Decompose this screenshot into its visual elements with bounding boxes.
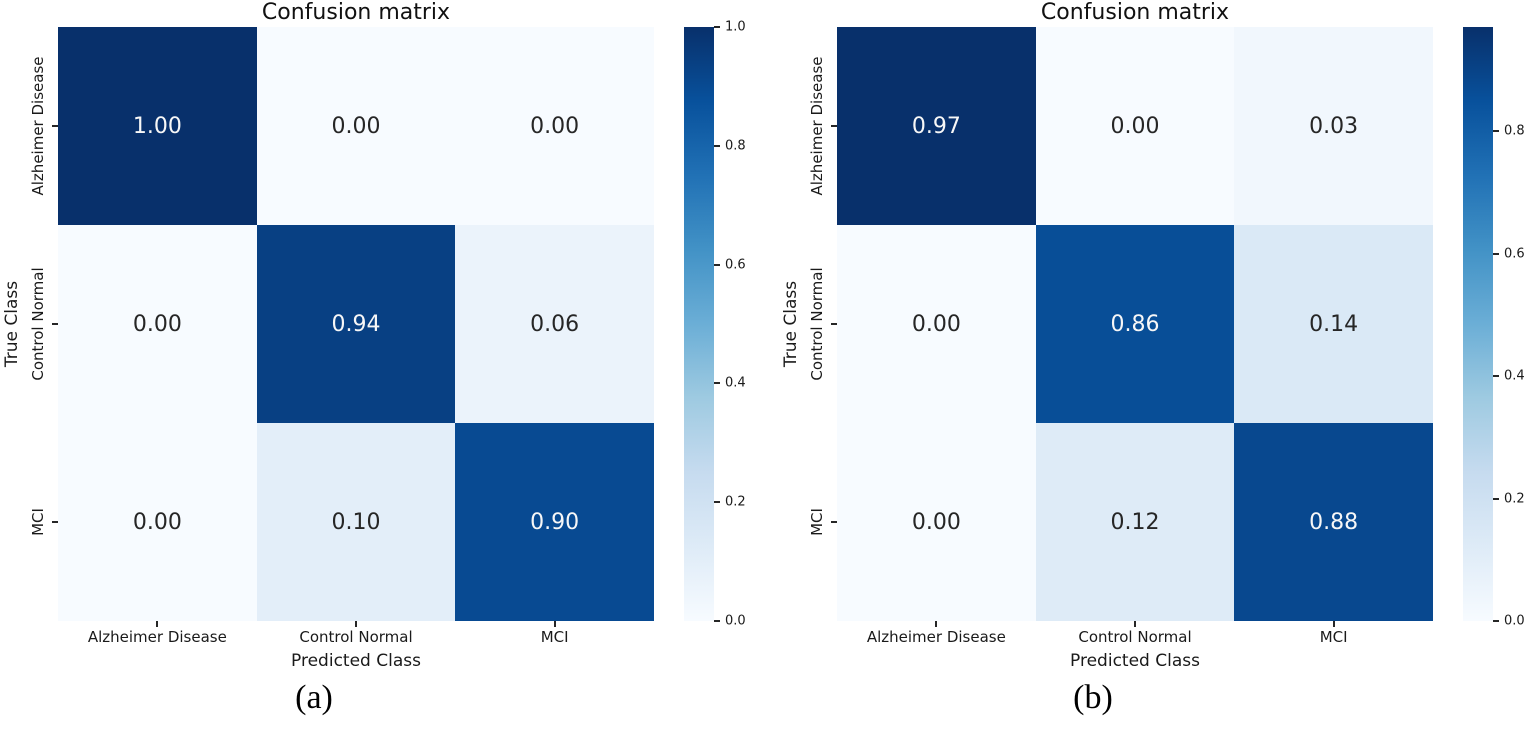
x-tick-label: MCI (1319, 628, 1348, 646)
heatmap-cell: 0.14 (1234, 225, 1433, 423)
y-tick-label: MCI (29, 508, 47, 536)
colorbar-tick-mark (1493, 620, 1499, 622)
heatmap-cell: 0.03 (1234, 27, 1433, 225)
colorbar-tick-label: 0.6 (725, 257, 746, 273)
x-tick-label: Control Normal (1078, 628, 1192, 646)
y-axis-label: True Class (781, 280, 801, 368)
y-tick-label: Alzheimer Disease (808, 56, 826, 196)
heatmap-cell: 0.00 (58, 225, 257, 423)
heatmap-cell: 1.00 (58, 27, 257, 225)
colorbar-tick-mark (714, 263, 720, 266)
x-axis-label: Predicted Class (1070, 651, 1200, 671)
colorbar-tick-mark (714, 501, 720, 504)
cell-value: 0.00 (911, 509, 961, 535)
colorbar-tick-label: 0.6 (1504, 246, 1525, 262)
confusion-matrix-panel-a: Confusion matrix True Class Alzheimer Di… (0, 0, 756, 739)
panel-caption: (a) (295, 679, 333, 716)
y-tick-mark (831, 323, 837, 325)
x-tick-label: MCI (540, 628, 569, 646)
y-tick-mark (831, 125, 837, 127)
heatmap-cell: 0.10 (256, 423, 456, 621)
y-tick-label: MCI (808, 508, 826, 536)
heatmap-cell: 0.12 (1035, 423, 1235, 621)
colorbar-tick-mark (1493, 375, 1499, 378)
colorbar-tick-label: 0.2 (725, 494, 746, 510)
x-tick-label: Alzheimer Disease (866, 628, 1006, 646)
heatmap-cell: 0.00 (58, 423, 257, 621)
x-tick-mark (156, 621, 159, 627)
x-tick-mark (553, 621, 556, 627)
confusion-matrix-panel-b: Confusion matrix True Class Alzheimer Di… (779, 0, 1535, 739)
y-tick-label: Control Normal (29, 267, 47, 381)
heatmap-cell: 0.00 (837, 225, 1036, 423)
y-tick-label: Alzheimer Disease (29, 56, 47, 196)
colorbar-tick-mark (714, 26, 720, 28)
y-tick-mark (831, 521, 837, 523)
cell-value: 0.10 (331, 509, 381, 535)
cell-value: 0.86 (1110, 311, 1160, 337)
cell-value: 0.00 (911, 311, 961, 337)
y-tick-label: Control Normal (808, 267, 826, 381)
cell-value: 0.00 (132, 311, 182, 337)
y-tick-mark (52, 521, 58, 523)
colorbar-tick-label: 0.0 (1504, 613, 1525, 629)
panel-caption: (b) (1073, 679, 1113, 716)
colorbar (1463, 27, 1493, 621)
cell-value: 0.88 (1309, 509, 1359, 535)
colorbar-tick-mark (714, 144, 720, 147)
cell-value: 0.97 (911, 113, 961, 139)
colorbar-tick-mark (714, 620, 720, 622)
colorbar-tick-label: 0.4 (1504, 368, 1525, 384)
colorbar-tick-label: 0.8 (1504, 123, 1525, 139)
cell-value: 0.00 (132, 509, 182, 535)
heatmap-cell: 0.00 (837, 423, 1036, 621)
heatmap-cell: 0.97 (837, 27, 1036, 225)
chart-title: Confusion matrix (1040, 0, 1230, 25)
cell-value: 0.00 (331, 113, 381, 139)
x-tick-mark (1134, 621, 1136, 627)
heatmap-cell: 0.90 (455, 423, 654, 621)
colorbar-tick-label: 0.0 (725, 613, 746, 629)
cell-value: 0.12 (1110, 509, 1160, 535)
cell-value: 0.00 (530, 113, 580, 139)
y-axis-label: True Class (2, 280, 22, 368)
colorbar (684, 27, 714, 621)
heatmap-cell: 0.86 (1035, 225, 1235, 423)
heatmap-cell: 0.88 (1234, 423, 1433, 621)
cell-value: 0.14 (1309, 311, 1359, 337)
x-axis-label: Predicted Class (291, 651, 421, 671)
heatmap-cell: 0.00 (256, 27, 456, 225)
y-tick-mark (52, 323, 58, 325)
colorbar-tick-mark (1493, 497, 1499, 500)
cell-value: 0.03 (1309, 113, 1359, 139)
x-tick-mark (935, 621, 938, 627)
colorbar-tick-label: 0.2 (1504, 491, 1525, 507)
heatmap-cell: 0.06 (455, 225, 654, 423)
chart-title: Confusion matrix (261, 0, 451, 25)
x-tick-mark (355, 621, 357, 627)
x-tick-label: Control Normal (299, 628, 413, 646)
x-tick-mark (1332, 621, 1335, 627)
heatmap-cell: 0.94 (256, 225, 456, 423)
heatmap-cell: 0.00 (455, 27, 654, 225)
colorbar-tick-label: 0.8 (725, 138, 746, 154)
heatmap-grid: 1.00 0.00 0.00 0.00 0.94 0.06 0.00 0.10 0.90 (58, 27, 654, 621)
cell-value: 0.94 (331, 311, 381, 337)
heatmap-grid: 0.97 0.00 0.03 0.00 0.86 0.14 0.00 0.12 0.88 (837, 27, 1433, 621)
colorbar-tick-label: 1.0 (725, 19, 746, 35)
cell-value: 0.90 (530, 509, 580, 535)
x-tick-label: Alzheimer Disease (87, 628, 227, 646)
colorbar-tick-label: 0.4 (725, 375, 746, 391)
colorbar-tick-mark (714, 382, 720, 385)
cell-value: 0.00 (1110, 113, 1160, 139)
y-tick-mark (52, 125, 58, 127)
colorbar-tick-mark (1493, 130, 1499, 133)
heatmap-cell: 0.00 (1035, 27, 1235, 225)
colorbar-tick-mark (1493, 252, 1499, 255)
cell-value: 0.06 (530, 311, 580, 337)
cell-value: 1.00 (132, 113, 182, 139)
